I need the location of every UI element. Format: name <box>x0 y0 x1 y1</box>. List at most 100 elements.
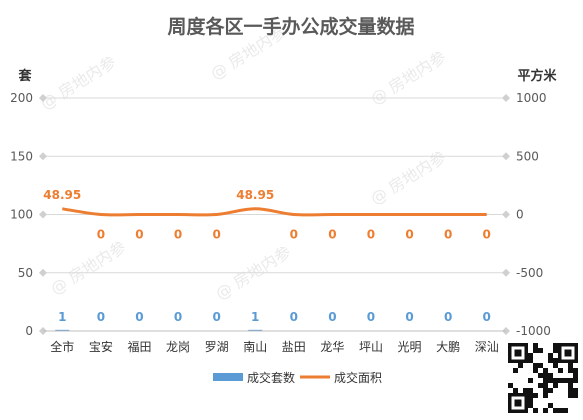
qr-module <box>543 408 548 413</box>
qr-module <box>553 363 558 368</box>
qr-module <box>533 408 538 413</box>
bar-value-label: 0 <box>290 310 298 324</box>
qr-module <box>568 378 573 383</box>
qr-module <box>573 388 578 393</box>
qr-module <box>523 388 528 393</box>
qr-module <box>533 363 538 368</box>
qr-module <box>513 368 518 373</box>
series-line <box>62 207 487 217</box>
qr-module <box>528 393 533 398</box>
qr-module <box>553 408 558 413</box>
qr-module <box>533 393 538 398</box>
x-tick-label: 坪山 <box>359 340 383 354</box>
data-labels: 1 0 0 0 0 1 0 0 0 0 0 0 48.95 0 0 0 0 48.95 0 0 0 0 0 0 <box>43 188 491 324</box>
tick-marker-left <box>39 210 47 219</box>
line-value-label: 0 <box>367 228 375 242</box>
bar-value-label: 1 <box>251 310 259 324</box>
qr-module <box>548 353 553 358</box>
qr-module <box>528 378 533 383</box>
chart-title: 周度各区一手办公成交量数据 <box>167 15 414 38</box>
bar-value-label: 0 <box>97 310 105 324</box>
qr-module <box>543 378 548 383</box>
legend-label-bar: 成交套数 <box>247 370 295 385</box>
legend: 成交套数 成交面积 <box>213 370 382 385</box>
tick-marker-left <box>39 268 47 277</box>
qr-module <box>548 358 553 363</box>
line-value-label: 0 <box>483 228 491 242</box>
x-tick-label: 龙华 <box>320 340 344 354</box>
qr-module <box>573 378 578 383</box>
qr-module <box>538 348 543 353</box>
tick-marker-right <box>502 152 510 161</box>
qr-module <box>538 363 543 368</box>
x-tick-label: 南山 <box>243 339 267 354</box>
y-right-tick-label: -1000 <box>516 324 551 338</box>
watermark-text: @ 房地内参 <box>47 237 129 298</box>
tick-marker-right <box>502 210 510 219</box>
qr-module <box>543 388 548 393</box>
legend-swatch-bar <box>213 373 243 381</box>
x-tick-label: 深汕 <box>475 340 499 354</box>
bar-value-label: 0 <box>367 310 375 324</box>
qr-module <box>533 348 538 353</box>
qr-module <box>553 358 558 363</box>
x-tick-label: 全市 <box>50 339 74 354</box>
qr-module <box>538 383 543 388</box>
qr-module <box>533 368 538 373</box>
qr-module <box>538 373 543 378</box>
x-tick-label: 宝安 <box>89 339 113 354</box>
bar-value-label: 0 <box>135 310 143 324</box>
tick-marker-left <box>39 94 47 102</box>
x-tick-label: 罗湖 <box>205 339 229 354</box>
qr-module <box>543 368 548 373</box>
x-tick-label: 大鹏 <box>436 340 460 354</box>
qr-module <box>568 393 573 398</box>
qr-module <box>518 363 523 368</box>
qr-module <box>568 383 573 388</box>
line-value-label: 0 <box>135 228 143 242</box>
qr-module <box>558 378 563 383</box>
qr-module <box>563 378 568 383</box>
qr-module <box>573 368 578 373</box>
qr-code <box>506 341 580 415</box>
bar-value-label: 0 <box>328 310 336 324</box>
qr-finder-core <box>514 399 522 407</box>
y-left-tick-label: 50 <box>18 266 33 280</box>
line-value-label: 0 <box>290 228 298 242</box>
qr-module <box>548 388 553 393</box>
y-right-tick-label: -500 <box>516 266 543 280</box>
qr-module <box>528 353 533 358</box>
qr-module <box>508 383 513 388</box>
line-value-label: 48.95 <box>43 188 81 202</box>
x-tick-label: 福田 <box>127 339 151 354</box>
x-tick-label: 龙岗 <box>166 340 190 354</box>
bar-value-label: 1 <box>58 310 66 324</box>
y-right-tick-label: 0 <box>516 208 524 222</box>
x-tick-label: 光明 <box>398 340 422 354</box>
qr-module <box>553 383 558 388</box>
qr-finder-core <box>564 349 572 357</box>
qr-module <box>568 368 573 373</box>
qr-module <box>568 388 573 393</box>
legend-label-line: 成交面积 <box>334 370 382 385</box>
bar-series <box>55 329 263 331</box>
y-left-tick-label: 0 <box>25 324 33 338</box>
qr-module <box>528 403 533 408</box>
line-value-label: 0 <box>444 228 452 242</box>
watermark-layer: @ 房地内参@ 房地内参@ 房地内参@ 房地内参@ 房地内参@ 房地内参 <box>37 22 449 303</box>
tick-marker-right <box>502 268 510 277</box>
qr-module <box>528 358 533 363</box>
line-value-label: 0 <box>97 228 105 242</box>
qr-finder-core <box>514 349 522 357</box>
qr-module <box>513 388 518 393</box>
tick-marker-right <box>502 94 510 102</box>
qr-module <box>573 373 578 378</box>
y-left-tick-label: 100 <box>10 208 33 222</box>
x-tick-label: 盐田 <box>282 340 306 354</box>
qr-module <box>573 393 578 398</box>
y-left-tick-label: 200 <box>10 91 33 105</box>
qr-module <box>528 398 533 403</box>
qr-module <box>548 378 553 383</box>
